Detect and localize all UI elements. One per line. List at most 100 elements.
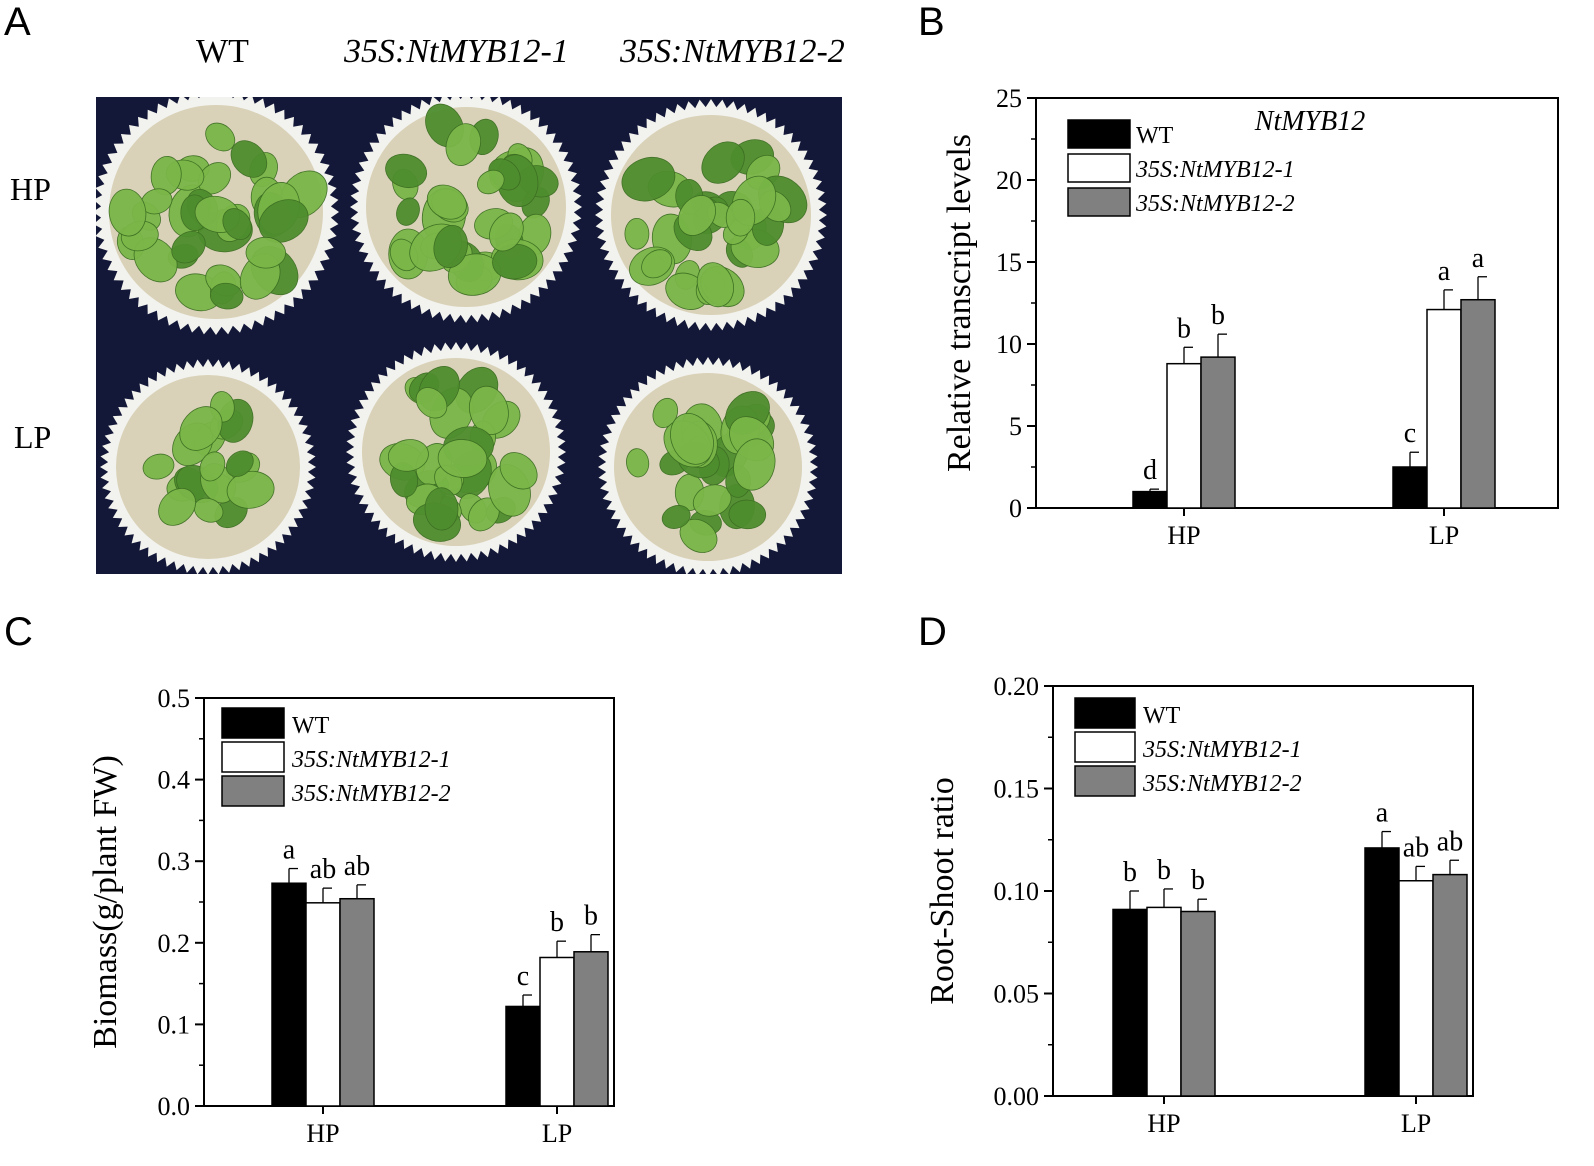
bar — [573, 951, 609, 1107]
leaf — [424, 487, 459, 531]
x-tick-label: LP — [542, 1119, 572, 1148]
y-tick-label: 0.3 — [158, 847, 191, 876]
y-tick-label: 0 — [1009, 494, 1022, 523]
leaf — [433, 224, 468, 269]
leaf — [142, 453, 175, 480]
legend-swatch — [221, 707, 285, 739]
y-tick-label: 0.15 — [994, 775, 1040, 804]
significance-letter: ab — [344, 851, 370, 882]
bar — [1112, 908, 1148, 1097]
legend-swatch — [1074, 697, 1136, 729]
bar — [1132, 490, 1168, 509]
plant-pot — [595, 99, 827, 331]
leaf — [245, 236, 286, 269]
x-tick-label: LP — [1401, 1109, 1431, 1138]
legend-label: WT — [292, 713, 330, 739]
bar — [1460, 298, 1496, 509]
significance-letter: b — [1191, 865, 1205, 896]
bar — [1166, 362, 1202, 509]
leaf — [728, 499, 767, 530]
significance-letter: b — [1157, 855, 1171, 886]
significance-letter: a — [1376, 798, 1389, 829]
leaf — [179, 406, 223, 451]
leaf — [733, 438, 776, 491]
bar — [305, 902, 341, 1107]
leaf — [652, 397, 679, 429]
legend-label: 35S:NtMYB12-1 — [1142, 737, 1302, 763]
legend-label: WT — [1136, 123, 1174, 149]
legend-label: 35S:NtMYB12-1 — [291, 747, 451, 773]
photo-header-line2: 35S:NtMYB12-2 — [620, 33, 845, 70]
y-tick-label: 0.10 — [994, 877, 1040, 906]
chart-title: NtMYB12 — [1254, 106, 1365, 137]
leaf — [445, 123, 482, 166]
leaf — [677, 195, 716, 236]
photo-row-label-lp: LP — [14, 419, 52, 455]
y-tick-label: 15 — [996, 248, 1022, 277]
legend-swatch — [221, 775, 285, 807]
legend-swatch — [1067, 187, 1131, 217]
bar — [1146, 906, 1182, 1097]
y-tick-label: 20 — [996, 166, 1022, 195]
significance-letter: b — [1211, 300, 1225, 331]
significance-letter: b — [1177, 313, 1191, 344]
leaf — [477, 169, 505, 195]
bar — [1432, 873, 1468, 1097]
significance-letter: c — [517, 961, 529, 992]
y-tick-label: 10 — [996, 330, 1022, 359]
significance-letter: b — [584, 901, 598, 932]
leaf — [426, 184, 467, 220]
plant-photo-drawing — [96, 97, 827, 574]
y-tick-label: 0.05 — [994, 980, 1040, 1009]
leaf — [158, 488, 196, 526]
y-tick-label: 0.0 — [158, 1092, 191, 1121]
bar — [1364, 847, 1400, 1097]
panel-label-b: B — [918, 0, 945, 44]
y-tick-label: 0.5 — [158, 684, 191, 713]
y-tick-label: 25 — [996, 84, 1022, 113]
leaf — [661, 505, 691, 529]
bar — [1180, 910, 1216, 1097]
bar — [271, 882, 307, 1107]
bar — [1426, 308, 1462, 509]
plant-pot — [346, 342, 566, 562]
leaf — [641, 249, 673, 279]
x-tick-label: HP — [306, 1119, 339, 1148]
plant-pot — [96, 97, 339, 335]
leaf — [626, 448, 650, 478]
plant-pot — [350, 97, 582, 323]
bar — [1200, 356, 1236, 509]
significance-letter: ab — [310, 854, 336, 885]
x-tick-label: LP — [1429, 521, 1459, 550]
legend-swatch — [221, 741, 285, 773]
significance-letter: a — [1472, 243, 1485, 274]
x-tick-label: HP — [1147, 1109, 1180, 1138]
bar — [1392, 466, 1428, 509]
legend-swatch — [1067, 153, 1131, 183]
leaf — [499, 452, 538, 490]
significance-letter: ab — [1403, 832, 1429, 863]
plant-photo — [96, 97, 842, 574]
chart-c-biomass: 0.0 0.1 0.2 0.3 0.4 0.5 Biomass(g/plant FW) HP a… — [87, 684, 615, 1148]
panel-label-c: C — [4, 610, 33, 654]
bar — [505, 1005, 541, 1107]
y-tick-label: 5 — [1009, 412, 1022, 441]
leaf — [437, 439, 488, 478]
leaf — [385, 153, 428, 189]
leaf — [209, 282, 244, 310]
legend-label: 35S:NtMYB12-2 — [1142, 771, 1302, 797]
y-tick-label: 0.2 — [158, 929, 191, 958]
panel-label-a: A — [4, 0, 31, 44]
legend-label: 35S:NtMYB12-2 — [291, 781, 451, 807]
y-tick-label: 0.00 — [994, 1082, 1040, 1111]
y-axis-label: Relative transcript levels — [941, 134, 978, 472]
leaf — [624, 218, 650, 250]
leaf — [258, 199, 309, 243]
bar — [1398, 880, 1434, 1097]
y-axis-label: Root-Shoot ratio — [924, 777, 961, 1005]
leaf — [108, 188, 147, 237]
plant-pot — [598, 357, 818, 574]
bar — [539, 956, 575, 1107]
y-tick-label: 0.20 — [994, 672, 1040, 701]
panel-label-d: D — [918, 610, 947, 654]
